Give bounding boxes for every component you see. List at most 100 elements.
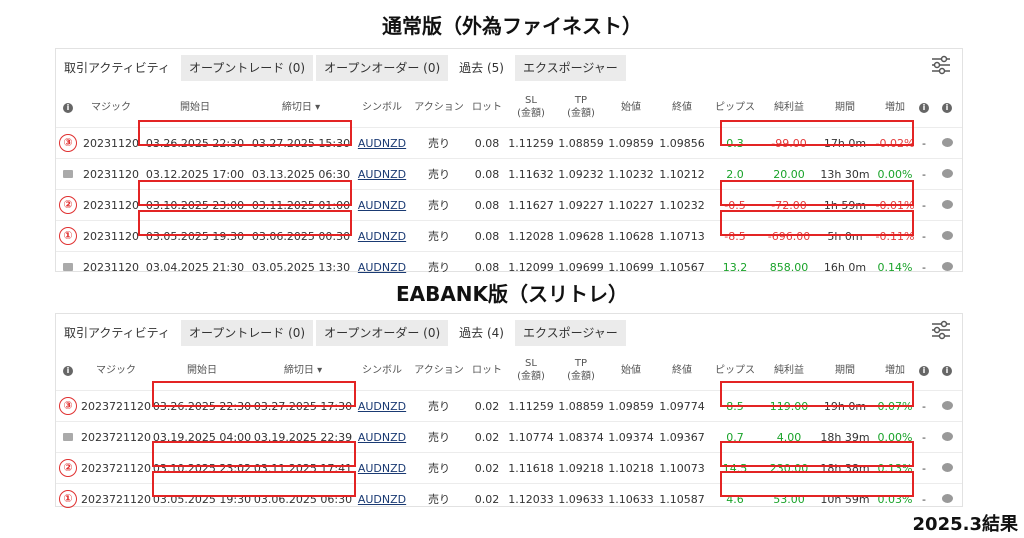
header-open[interactable]: 始値	[621, 101, 641, 113]
cell-open: 1.09859	[606, 127, 656, 159]
highlight-box-results	[720, 381, 914, 407]
filter-settings-icon[interactable]	[930, 55, 952, 75]
table-row[interactable]: ③ 20231120 03.26.2025 22:30 03.27.2025 15:3…	[56, 127, 962, 159]
header-open[interactable]: 始値	[621, 364, 641, 376]
header-end[interactable]: 締切日 ▾	[281, 101, 321, 113]
cell-close: 1.09367	[656, 421, 708, 453]
symbol-link[interactable]: AUDNZD	[357, 461, 407, 475]
filter-settings-icon[interactable]	[930, 320, 952, 340]
cell-lot: 0.02	[468, 452, 506, 484]
header-profit[interactable]: 純利益	[774, 101, 804, 113]
comment-icon[interactable]	[941, 261, 953, 271]
cell-magic: 2023721120	[80, 483, 152, 514]
tab-bar: 取引アクティビティ オープントレード (0) オープンオーダー (0) 過去 (…	[56, 314, 962, 346]
comment-icon[interactable]	[941, 400, 953, 410]
header-end[interactable]: 締切日 ▾	[283, 364, 323, 376]
cell-action: 売り	[410, 421, 468, 453]
cell-close: 1.09856	[656, 127, 708, 159]
table-row[interactable]: 20231120 03.12.2025 17:00 03.13.2025 06:30…	[56, 158, 962, 190]
header-start[interactable]: 開始日	[187, 364, 217, 376]
tab-exposure[interactable]: エクスポージャー	[514, 55, 626, 81]
header-symbol[interactable]: シンボル	[362, 364, 402, 376]
symbol-link[interactable]: AUDNZD	[357, 198, 407, 212]
header-close[interactable]: 終値	[672, 101, 692, 113]
info-icon[interactable]: i	[63, 102, 73, 113]
info-icon[interactable]: i	[919, 102, 929, 113]
comment-icon[interactable]	[941, 462, 953, 472]
tab-exposure[interactable]: エクスポージャー	[514, 320, 626, 346]
cell-end: 03.13.2025 06:30	[248, 158, 354, 190]
cell-lot: 0.08	[468, 158, 506, 190]
header-tp: TP (金額)	[567, 95, 595, 119]
comment-icon[interactable]	[941, 493, 953, 503]
header-start[interactable]: 開始日	[180, 101, 210, 113]
tab-open-orders[interactable]: オープンオーダー (0)	[316, 55, 449, 81]
table-row[interactable]: ② 20231120 03.10.2025 23:00 03.11.2025 01:0…	[56, 189, 962, 221]
tab-open-trades[interactable]: オープントレード (0)	[180, 320, 314, 346]
cell-magic: 20231120	[80, 189, 142, 221]
comment-icon[interactable]	[941, 230, 953, 240]
cell-magic: 2023721120	[80, 452, 152, 484]
cell-action: 売り	[410, 220, 468, 252]
header-sl: SL (金額)	[517, 358, 545, 382]
tag-icon[interactable]	[63, 169, 73, 178]
header-gain[interactable]: 増加	[885, 101, 905, 113]
header-lot[interactable]: ロット	[472, 101, 502, 113]
header-symbol[interactable]: シンボル	[362, 101, 402, 113]
cell-lot: 0.02	[468, 421, 506, 453]
header-period[interactable]: 期間	[835, 101, 855, 113]
header-period[interactable]: 期間	[835, 364, 855, 376]
cell-lot: 0.08	[468, 189, 506, 221]
header-lot[interactable]: ロット	[472, 364, 502, 376]
cell-magic: 2023721120	[80, 421, 152, 453]
info-icon[interactable]: i	[63, 365, 73, 376]
row-number-marker: ②	[59, 459, 77, 477]
comment-icon[interactable]	[941, 431, 953, 441]
comment-icon[interactable]	[941, 168, 953, 178]
cell-end: 03.05.2025 13:30	[248, 251, 354, 282]
header-close[interactable]: 終値	[672, 364, 692, 376]
header-tp: TP (金額)	[567, 358, 595, 382]
symbol-link[interactable]: AUDNZD	[357, 167, 407, 181]
symbol-link[interactable]: AUDNZD	[357, 430, 407, 444]
info-icon[interactable]: i	[919, 365, 929, 376]
table-row[interactable]: ② 2023721120 03.10.2025 23:02 03.11.2025 17…	[56, 452, 962, 484]
header-pips[interactable]: ピップス	[715, 364, 755, 376]
info-icon[interactable]: i	[942, 102, 952, 113]
table-row[interactable]: 2023721120 03.19.2025 04:00 03.19.2025 22:…	[56, 421, 962, 453]
cell-dash: -	[916, 421, 932, 453]
tag-icon[interactable]	[63, 262, 73, 271]
tab-open-trades[interactable]: オープントレード (0)	[180, 55, 314, 81]
highlight-box-dates	[138, 180, 352, 206]
header-action[interactable]: アクション	[414, 364, 464, 376]
header-profit[interactable]: 純利益	[774, 364, 804, 376]
cell-profit: 20.00	[762, 158, 816, 190]
tab-trade-activity[interactable]: 取引アクティビティ	[56, 55, 178, 81]
cell-open: 1.10628	[606, 220, 656, 252]
comment-icon[interactable]	[941, 199, 953, 209]
cell-dash: -	[916, 251, 932, 282]
symbol-link[interactable]: AUDNZD	[357, 260, 407, 274]
table-row[interactable]: 20231120 03.04.2025 21:30 03.05.2025 13:30…	[56, 251, 962, 282]
tab-open-orders[interactable]: オープンオーダー (0)	[316, 320, 449, 346]
cell-lot: 0.02	[468, 390, 506, 422]
symbol-link[interactable]: AUDNZD	[357, 136, 407, 150]
header-action[interactable]: アクション	[414, 101, 464, 113]
cell-close: 1.10567	[656, 251, 708, 282]
symbol-link[interactable]: AUDNZD	[357, 399, 407, 413]
tag-icon[interactable]	[63, 432, 73, 441]
symbol-link[interactable]: AUDNZD	[357, 229, 407, 243]
cell-close: 1.10587	[656, 483, 708, 514]
tab-history[interactable]: 過去 (5)	[451, 55, 512, 81]
symbol-link[interactable]: AUDNZD	[357, 492, 407, 506]
tab-trade-activity[interactable]: 取引アクティビティ	[56, 320, 178, 346]
header-pips[interactable]: ピップス	[715, 101, 755, 113]
cell-profit: -99.00	[762, 127, 816, 159]
cell-open: 1.10232	[606, 158, 656, 190]
header-gain[interactable]: 増加	[885, 364, 905, 376]
cell-tp: 1.08374	[556, 421, 606, 453]
tab-history[interactable]: 過去 (4)	[451, 320, 512, 346]
info-icon[interactable]: i	[942, 365, 952, 376]
comment-icon[interactable]	[941, 137, 953, 147]
highlight-box-dates	[138, 120, 352, 146]
